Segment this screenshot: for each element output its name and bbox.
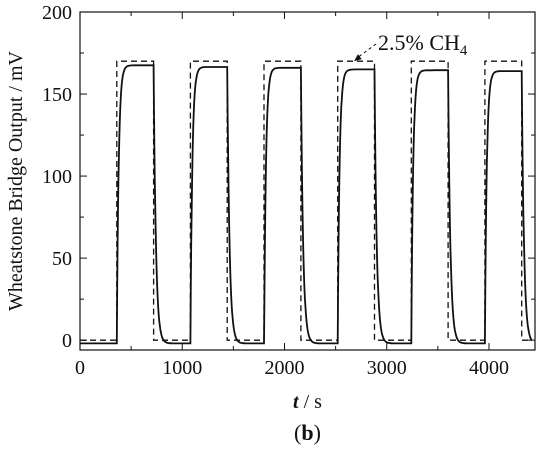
x-axis-label-unit: / s bbox=[299, 391, 323, 413]
x-tick-label: 3000 bbox=[367, 357, 407, 379]
x-tick-label: 4000 bbox=[469, 357, 509, 379]
y-tick-label: 100 bbox=[42, 166, 72, 188]
panel-label-open: ( bbox=[294, 420, 301, 445]
x-tick-label: 1000 bbox=[162, 357, 202, 379]
plot-frame bbox=[79, 11, 536, 351]
series-line-solid bbox=[80, 64, 533, 345]
x-tick-label: 0 bbox=[75, 357, 85, 379]
series-line-dashed bbox=[80, 60, 532, 341]
panel-label-close: ) bbox=[314, 420, 321, 445]
panel-label-letter: b bbox=[301, 420, 313, 445]
panel-label: (b) bbox=[294, 420, 321, 445]
annotation-subscript: 4 bbox=[460, 43, 468, 59]
y-tick-label: 0 bbox=[62, 330, 72, 352]
concentration-annotation: 2.5% CH4 bbox=[378, 30, 468, 59]
x-axis-label: t / s bbox=[293, 391, 322, 413]
plot-area bbox=[80, 60, 533, 345]
annotation-leader-line bbox=[357, 43, 377, 58]
axes: 0 1000 2000 3000 4000 0 50 100 150 200 bbox=[42, 2, 536, 379]
y-tick-label: 200 bbox=[42, 2, 72, 24]
y-axis-label: Wheatstone Bridge Output / mV bbox=[5, 50, 27, 311]
x-tick-label: 2000 bbox=[264, 357, 304, 379]
annotation-arrowhead bbox=[354, 54, 362, 62]
x-axis-label-symbol: t bbox=[293, 391, 300, 413]
y-tick-label: 50 bbox=[52, 248, 72, 270]
y-tick-label: 150 bbox=[42, 84, 72, 106]
annotation-text: 2.5% CH bbox=[378, 30, 460, 55]
